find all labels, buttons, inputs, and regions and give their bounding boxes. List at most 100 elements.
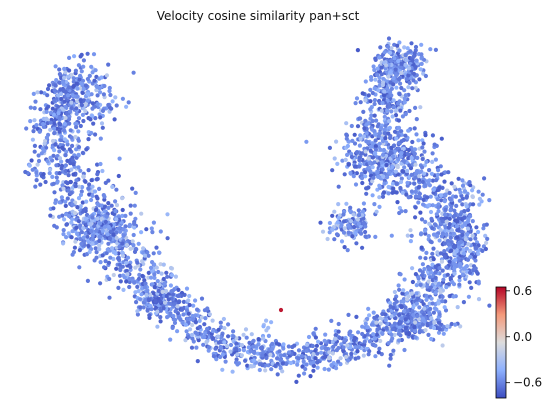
scatter-point — [397, 118, 401, 122]
scatter-point — [245, 336, 249, 340]
scatter-point — [405, 181, 409, 185]
scatter-point — [198, 319, 202, 323]
scatter-point — [89, 65, 93, 69]
scatter-point — [221, 352, 225, 356]
scatter-point — [426, 333, 430, 337]
scatter-point — [433, 291, 437, 295]
scatter-point — [363, 230, 367, 234]
scatter-point — [390, 165, 394, 169]
scatter-point — [64, 153, 68, 157]
scatter-point — [31, 138, 35, 142]
scatter-point — [294, 380, 298, 384]
scatter-point — [80, 103, 84, 107]
scatter-point — [399, 180, 403, 184]
scatter-point — [430, 252, 434, 256]
scatter-point — [304, 140, 308, 144]
scatter-point — [451, 294, 455, 298]
scatter-point — [420, 62, 424, 66]
scatter-point — [275, 341, 279, 345]
scatter-point — [103, 209, 107, 213]
scatter-point — [67, 214, 71, 218]
scatter-point — [37, 159, 41, 163]
scatter-point — [73, 240, 77, 244]
scatter-point — [406, 309, 410, 313]
scatter-point — [428, 307, 432, 311]
scatter-point — [328, 221, 332, 225]
scatter-point — [219, 321, 223, 325]
scatter-point — [73, 135, 77, 139]
scatter-point — [350, 139, 354, 143]
scatter-point — [407, 148, 411, 152]
scatter-point — [82, 87, 86, 91]
scatter-point — [453, 258, 457, 262]
scatter-point — [33, 150, 37, 154]
scatter-point — [67, 122, 71, 126]
scatter-point — [219, 346, 223, 350]
scatter-point — [372, 316, 376, 320]
scatter-point — [455, 235, 459, 239]
scatter-point — [436, 301, 440, 305]
scatter-point — [269, 320, 273, 324]
scatter-point — [315, 352, 319, 356]
scatter-point — [91, 234, 95, 238]
scatter-point — [342, 231, 346, 235]
scatter-point — [375, 171, 379, 175]
scatter-point — [342, 345, 346, 349]
scatter-point — [405, 77, 409, 81]
scatter-point — [441, 295, 445, 299]
scatter-point — [400, 61, 404, 65]
scatter-point — [350, 155, 354, 159]
scatter-point — [333, 337, 337, 341]
scatter-point — [413, 215, 417, 219]
scatter-point — [314, 356, 318, 360]
scatter-point — [418, 105, 422, 109]
scatter-point — [418, 325, 422, 329]
scatter-point — [277, 349, 281, 353]
scatter-point — [236, 362, 240, 366]
scatter-point — [52, 127, 56, 131]
scatter-point — [430, 172, 434, 176]
scatter-point — [140, 274, 144, 278]
scatter-point — [412, 182, 416, 186]
scatter-point — [449, 249, 453, 253]
scatter-point — [66, 93, 70, 97]
scatter-point — [418, 330, 422, 334]
scatter-point — [373, 151, 377, 155]
scatter-point — [427, 222, 431, 226]
scatter-point — [357, 222, 361, 226]
scatter-point — [81, 226, 85, 230]
scatter-point — [191, 304, 195, 308]
scatter-point — [68, 180, 72, 184]
scatter-point — [217, 341, 221, 345]
scatter-point — [343, 245, 347, 249]
scatter-point — [466, 242, 470, 246]
scatter-point — [190, 346, 194, 350]
scatter-point — [107, 225, 111, 229]
scatter-point — [104, 220, 108, 224]
scatter-point — [378, 45, 382, 49]
scatter-point — [381, 153, 385, 157]
scatter-point — [133, 204, 137, 208]
scatter-point — [445, 220, 449, 224]
scatter-point — [436, 197, 440, 201]
scatter-point — [94, 229, 98, 233]
scatter-point — [373, 235, 377, 239]
scatter-point — [414, 272, 418, 276]
scatter-point — [396, 165, 400, 169]
scatter-point — [454, 195, 458, 199]
scatter-point — [315, 360, 319, 364]
scatter-point — [390, 87, 394, 91]
scatter-point — [326, 237, 330, 241]
scatter-point — [311, 344, 315, 348]
scatter-point — [411, 309, 415, 313]
scatter-point — [390, 191, 394, 195]
scatter-point — [329, 363, 333, 367]
scatter-point — [375, 73, 379, 77]
scatter-point — [154, 246, 158, 250]
scatter-point — [84, 147, 88, 151]
scatter-point — [231, 329, 235, 333]
scatter-point — [378, 339, 382, 343]
scatter-point — [98, 221, 102, 225]
scatter-point — [96, 202, 100, 206]
scatter-point — [177, 294, 181, 298]
